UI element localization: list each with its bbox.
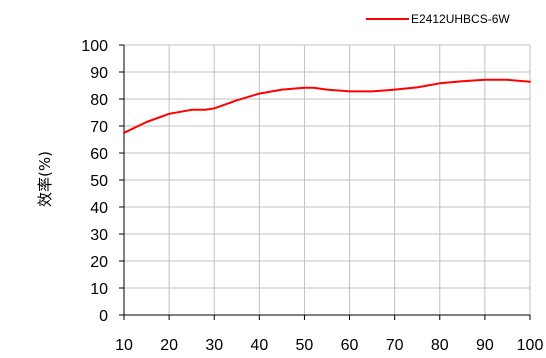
y-tick-label-90: 90 [90, 65, 108, 82]
x-tick-label-70: 70 [386, 337, 404, 354]
x-tick-label-30: 30 [205, 337, 223, 354]
y-tick-label-50: 50 [90, 173, 108, 190]
grid-lines [124, 44, 531, 315]
x-tick-label-10: 10 [115, 337, 133, 354]
y-tick-label-80: 80 [90, 92, 108, 109]
y-tick-label-70: 70 [90, 119, 108, 136]
y-axis-label: 效率(%) [36, 151, 54, 207]
y-tick-label-10: 10 [90, 281, 108, 298]
x-tick-label-40: 40 [250, 337, 268, 354]
y-tick-label-60: 60 [90, 146, 108, 163]
tick-labels: 0 10 20 30 40 50 60 70 80 90 100 10 20 30 40 50 60 70 80 90… [81, 38, 543, 354]
x-tick-label-60: 60 [341, 337, 359, 354]
y-tick-label-40: 40 [90, 200, 108, 217]
y-tick-label-100: 100 [81, 38, 108, 55]
series-line-e2412uhbcs-6w [123, 78, 531, 134]
axes [119, 44, 531, 320]
legend: E2412UHBCS-6W [366, 12, 510, 26]
series-lines [123, 78, 531, 134]
x-tick-label-20: 20 [160, 337, 178, 354]
y-tick-label-30: 30 [90, 227, 108, 244]
x-tick-label-90: 90 [476, 337, 494, 354]
x-tick-label-80: 80 [431, 337, 449, 354]
x-tick-label-100: 100 [517, 337, 544, 354]
legend-label-e2412uhbcs-6w: E2412UHBCS-6W [411, 12, 510, 26]
y-tick-label-20: 20 [90, 254, 108, 271]
x-tick-label-50: 50 [296, 337, 314, 354]
y-tick-label-0: 0 [99, 308, 108, 325]
